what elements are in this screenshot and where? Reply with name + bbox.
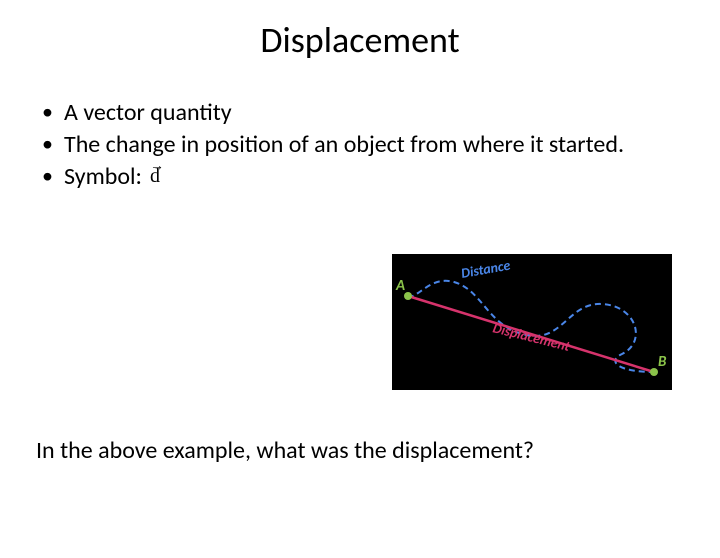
bullet-3-label: Symbol: [64, 162, 142, 192]
point-b [650, 368, 658, 376]
bullet-1: A vector quantity [36, 98, 690, 128]
bullet-2: The change in position of an object from… [36, 130, 690, 160]
label-a: A [395, 277, 405, 295]
label-b: B [658, 353, 667, 371]
slide-title: Displacement [0, 18, 720, 62]
displacement-diagram: A B Distance Displacement [392, 254, 672, 390]
point-a [404, 292, 412, 300]
symbol-d-vector: → d [150, 164, 160, 189]
bullet-list: A vector quantity The change in position… [36, 98, 690, 192]
vector-arrow-icon: → [150, 158, 160, 176]
bullet-3: Symbol: → d [36, 162, 690, 192]
question-text: In the above example, what was the displ… [36, 436, 690, 465]
